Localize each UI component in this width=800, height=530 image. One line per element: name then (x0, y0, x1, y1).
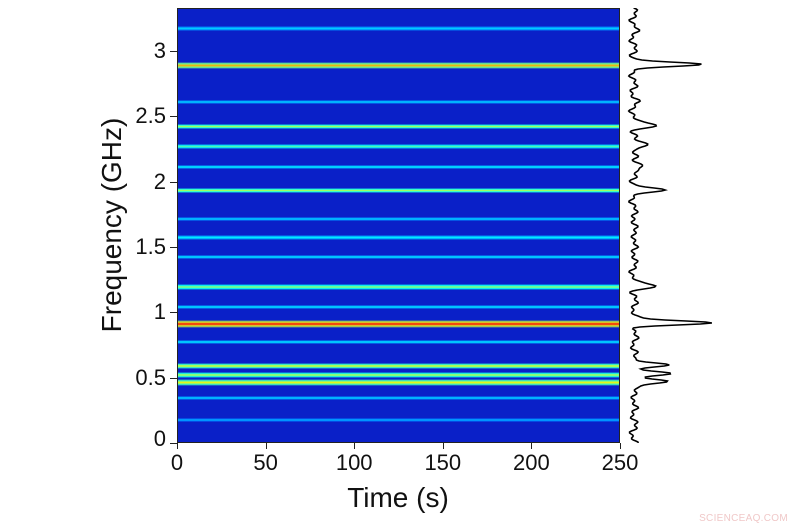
y-tick (170, 181, 177, 183)
spectral-band (178, 396, 619, 401)
spectral-band (178, 99, 619, 104)
x-tick-label: 50 (253, 450, 278, 475)
spectral-band (178, 362, 619, 369)
y-tick (170, 377, 177, 379)
x-tick-label: 250 (601, 450, 639, 475)
x-tick-label: 150 (424, 450, 462, 475)
y-tick-label: 3 (153, 38, 166, 64)
spectral-band (178, 254, 619, 260)
spectral-band (178, 304, 619, 310)
side-spectrum-plot (627, 8, 712, 443)
spectral-band (178, 235, 619, 240)
spectrogram-plot (177, 8, 620, 443)
y-axis-title: Frequency (GHz) (96, 117, 127, 333)
spectral-band (178, 339, 619, 345)
spectral-band (178, 26, 619, 31)
spectral-band (178, 217, 619, 222)
y-tick (170, 443, 177, 444)
y-tick-label: 2.5 (135, 103, 166, 129)
x-tick-label: 0 (170, 450, 184, 475)
y-tick (170, 116, 177, 118)
y-tick-label: 1.5 (135, 234, 166, 260)
spectral-band (178, 379, 619, 386)
y-tick (170, 247, 177, 249)
x-tick-label: 200 (513, 450, 550, 475)
spectral-band (178, 284, 619, 290)
y-tick-label: 0.5 (135, 364, 166, 390)
spectral-band (178, 123, 619, 130)
spectral-band (178, 187, 619, 194)
x-axis-title: Time (s) (347, 482, 449, 513)
x-tick-label: 100 (335, 450, 373, 475)
x-tick (620, 443, 621, 449)
x-tick (265, 443, 267, 449)
x-tick (177, 443, 178, 449)
spectral-band (178, 143, 619, 149)
spectral-band (178, 319, 619, 328)
x-tick (354, 443, 356, 449)
y-tick-label: 1 (153, 299, 166, 325)
y-tick (170, 51, 177, 53)
spectral-band (178, 61, 619, 69)
x-tick (442, 443, 444, 449)
spectrum-line (627, 8, 712, 443)
x-tick (531, 443, 533, 449)
y-tick-label: 0 (153, 426, 166, 451)
watermark: SCIENCEAQ.COM (699, 513, 788, 524)
spectral-band (178, 418, 619, 423)
y-tick (170, 312, 177, 314)
y-tick-label: 2 (153, 168, 166, 194)
spectral-band (178, 371, 619, 378)
spectral-band (178, 164, 619, 170)
